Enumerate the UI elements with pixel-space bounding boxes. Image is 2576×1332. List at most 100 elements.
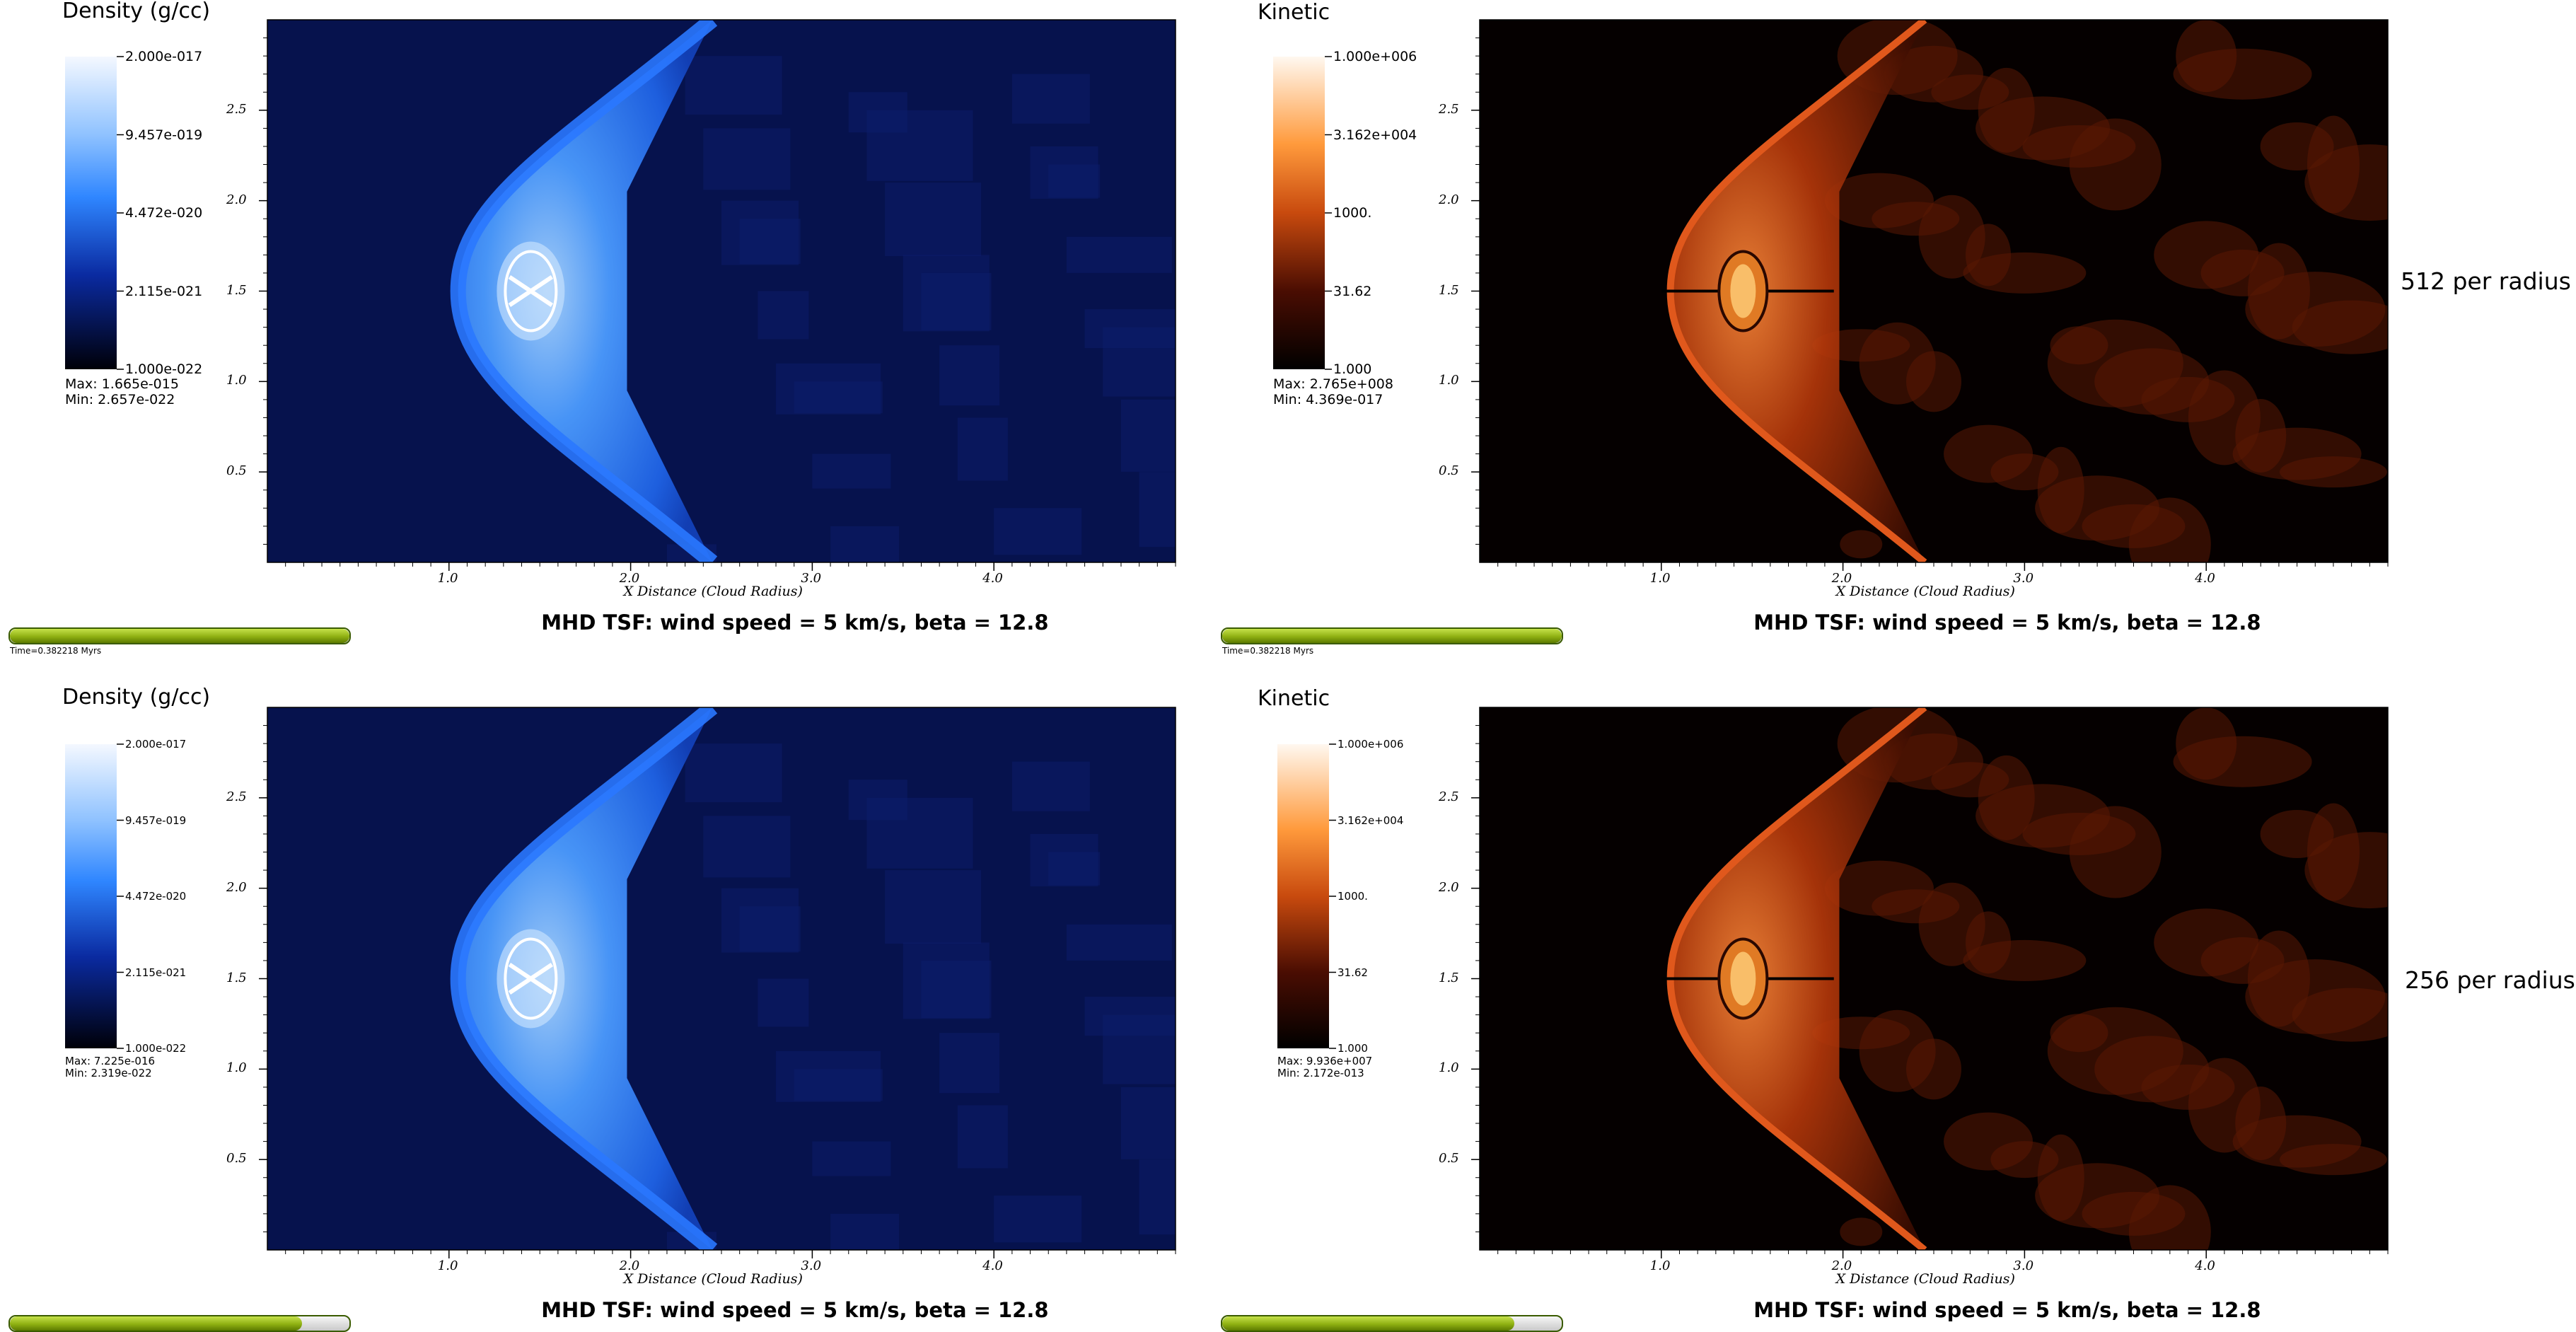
x-tick-label: 1.0	[1649, 1258, 1671, 1273]
colorbar-tick-label: 3.162e+004	[1333, 127, 1417, 143]
colorbar-tick-label: 1.000	[1333, 361, 1372, 377]
x-tick-label: 1.0	[437, 571, 458, 586]
y-tick-label: 2.0	[1439, 192, 1459, 207]
density-plot-bottom	[65, 707, 1176, 1258]
colorbar-tick-label: 2.000e-017	[125, 738, 187, 751]
colorbar-tick-label: 4.472e-020	[125, 205, 203, 221]
colorbar-tick-label: 4.472e-020	[125, 890, 187, 903]
min-value: Min: 2.319e-022	[65, 1067, 152, 1079]
x-tick-label: 3.0	[801, 1258, 822, 1273]
cloud-core-ring	[504, 250, 558, 332]
colorbar-tick-label: 31.62	[1338, 966, 1368, 979]
colorbar-tick-label: 1.000	[1338, 1042, 1368, 1055]
x-tick-label: 4.0	[982, 571, 1003, 586]
y-tick-label: 0.5	[226, 463, 247, 479]
y-tick-label: 0.5	[226, 1151, 247, 1166]
row-label-512: 512 per radius	[2401, 267, 2571, 295]
cloud-core-x	[508, 963, 554, 995]
colorbar-tick-label: 2.000e-017	[125, 49, 203, 64]
x-tick-label: 3.0	[2013, 571, 2034, 586]
shocked-cloud	[458, 20, 713, 562]
plot-caption: MHD TSF: wind speed = 5 km/s, beta = 12.…	[1753, 1298, 2261, 1322]
y-tick-label: 1.5	[1439, 282, 1459, 298]
max-value: Max: 9.936e+007	[1277, 1055, 1373, 1067]
shocked-cloud	[458, 707, 713, 1250]
plot-field	[450, 20, 1176, 562]
y-tick-label: 0.5	[1439, 1151, 1459, 1166]
colorbar-tick-label: 9.457e-019	[125, 127, 203, 143]
bow-shock	[450, 20, 718, 562]
variable-title: Density (g/cc)	[62, 685, 211, 710]
colorbar-tick-label: 1000.	[1338, 890, 1368, 903]
variable-title: Density (g/cc)	[62, 0, 211, 23]
cloud-core-bright	[1730, 951, 1756, 1006]
time-progress-bar	[8, 1315, 351, 1332]
colorbar-tick-label: 1.000e+006	[1333, 49, 1417, 64]
y-tick-label: 2.0	[226, 879, 247, 895]
y-tick-label: 2.5	[226, 789, 247, 804]
colorbar-tick-label: 2.115e-021	[125, 283, 203, 299]
x-tick-label: 2.0	[619, 1258, 640, 1273]
density-plot-top	[65, 19, 1176, 571]
cloud-core-bright	[1730, 264, 1756, 318]
y-tick-label: 1.0	[226, 1060, 247, 1076]
y-tick-label: 2.0	[1439, 879, 1459, 895]
y-tick-label: 1.0	[1439, 373, 1459, 388]
y-tick-label: 1.0	[1439, 1060, 1459, 1076]
density-panel-top: Density (g/cc) 2.000e-017 9.457e-019 4.472…	[0, 0, 1217, 656]
kinetic-panel-top: Kinetic 1.000e+006 3.162e+004 1000. 31.62 1.…	[1217, 0, 2433, 656]
colorbar-tick-label: 3.162e+004	[1338, 813, 1404, 827]
colorbar	[1277, 744, 1329, 1048]
x-tick-label: 1.0	[437, 1258, 458, 1273]
colorbar-tick-label: 1.000e-022	[125, 1042, 187, 1055]
y-tick-label: 1.5	[226, 282, 247, 298]
y-tick-label: 2.0	[226, 192, 247, 207]
variable-title: Kinetic	[1258, 686, 1330, 711]
colorbar-tick-label: 1.000e-022	[125, 361, 203, 377]
min-value: Min: 2.657e-022	[65, 392, 175, 407]
time-progress-bar	[1221, 627, 1563, 644]
max-value: Max: 7.225e-016	[65, 1055, 156, 1067]
colorbar-tick-label: 1.000e+006	[1338, 738, 1404, 751]
plot-field	[450, 707, 1176, 1250]
time-readout: Time=0.382218 Myrs	[10, 646, 102, 656]
y-tick-label: 1.0	[226, 373, 247, 388]
x-tick-label: 4.0	[982, 1258, 1003, 1273]
max-value: Max: 1.665e-015	[65, 376, 179, 392]
x-tick-label: 2.0	[619, 571, 640, 586]
colorbar-tick-label: 2.115e-021	[125, 966, 187, 979]
kinetic-plot-top	[1273, 19, 2389, 571]
cloud-core-x	[508, 275, 554, 307]
time-progress-fill	[1222, 629, 1562, 643]
colorbar-tick-label: 9.457e-019	[125, 813, 187, 827]
x-tick-label: 1.0	[1649, 571, 1671, 586]
kinetic-panel-bottom: Kinetic 1.000e+006 3.162e+004 1000. 31.62 1.…	[1217, 686, 2433, 1332]
plot-background	[267, 707, 1176, 1250]
kinetic-plot-bottom	[1277, 707, 2389, 1258]
y-tick-label: 2.5	[1439, 101, 1459, 117]
time-progress-fill	[1222, 1316, 1514, 1331]
plot-caption: MHD TSF: wind speed = 5 km/s, beta = 12.…	[541, 1298, 1049, 1322]
min-value: Min: 2.172e-013	[1277, 1067, 1364, 1079]
y-tick-label: 2.5	[1439, 789, 1459, 804]
y-tick-label: 2.5	[226, 101, 247, 117]
max-value: Max: 2.765e+008	[1273, 376, 1393, 392]
plot-field	[1661, 707, 2388, 1250]
time-progress-bar	[8, 627, 351, 644]
x-tick-label: 3.0	[2013, 1258, 2034, 1273]
x-tick-label: 2.0	[1831, 1258, 1852, 1273]
x-axis-label: X Distance (Cloud Radius)	[623, 1271, 803, 1287]
cloud-core-ring	[504, 937, 558, 1020]
plot-field	[1661, 20, 2388, 562]
row-label-256: 256 per radius	[2405, 966, 2575, 994]
y-tick-label: 0.5	[1439, 463, 1459, 479]
colorbar	[1273, 57, 1325, 369]
plot-caption: MHD TSF: wind speed = 5 km/s, beta = 12.…	[541, 610, 1049, 635]
plot-caption: MHD TSF: wind speed = 5 km/s, beta = 12.…	[1753, 610, 2261, 635]
y-tick-label: 1.5	[1439, 970, 1459, 985]
time-progress-fill	[10, 629, 349, 643]
colorbar	[65, 57, 117, 369]
x-axis-label: X Distance (Cloud Radius)	[1835, 1271, 2015, 1287]
density-panel-bottom: Density (g/cc) 2.000e-017 9.457e-019 4.472…	[0, 685, 1217, 1332]
variable-title: Kinetic	[1258, 0, 1330, 25]
